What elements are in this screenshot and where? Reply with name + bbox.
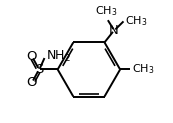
Text: CH$_3$: CH$_3$ [132,63,154,76]
Text: CH$_3$: CH$_3$ [125,14,148,28]
Text: NH$_2$: NH$_2$ [46,49,71,64]
Text: O: O [26,76,37,89]
Text: S: S [35,63,43,76]
Text: N: N [109,24,119,37]
Text: CH$_3$: CH$_3$ [95,4,118,18]
Text: O: O [26,50,37,63]
